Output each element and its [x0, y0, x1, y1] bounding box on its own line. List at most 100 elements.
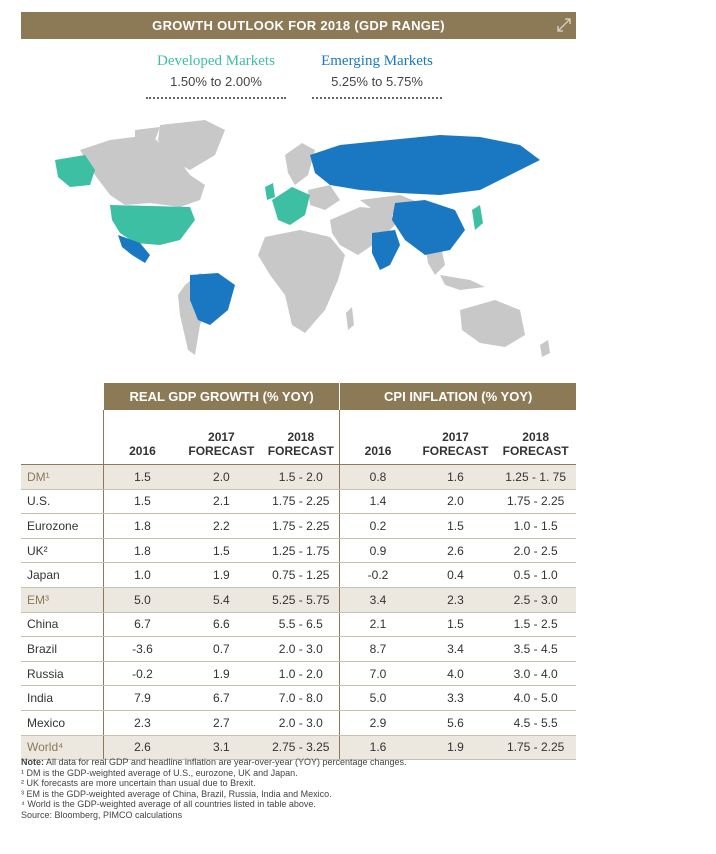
table-cell: 5.5 - 6.5	[262, 612, 341, 638]
table-cell: 5.25 - 5.75	[262, 587, 341, 613]
table-cell: 5.0	[103, 587, 181, 613]
row-label: DM¹	[21, 464, 105, 490]
table-cell: 3.4	[339, 587, 416, 613]
table-cell: 3.1	[180, 735, 263, 761]
table-cell: 1.5	[415, 612, 496, 638]
table-cell: 5.4	[180, 587, 263, 613]
corner-cell	[21, 383, 104, 410]
table-cell: 6.7	[103, 612, 181, 638]
table-cell: 1.75 - 2.25	[262, 489, 341, 515]
table-cell: 2.6	[415, 538, 496, 564]
divider	[312, 95, 442, 99]
legend-developed-range: 1.50% to 2.00%	[170, 74, 262, 89]
emerging-markets	[118, 135, 540, 325]
table-row: India 7.9 6.7 7.0 - 8.0 5.0 3.3 4.0 - 5.0	[21, 685, 576, 711]
table-cell: 2.1	[180, 489, 263, 515]
table-cell: 1.5 - 2.0	[262, 464, 341, 490]
table-cell: 2.1	[339, 612, 416, 638]
table-cell: 6.6	[180, 612, 263, 638]
table-cell: 1.75 - 2.25	[495, 489, 576, 515]
row-label: Russia	[21, 661, 105, 687]
table-cell: 4.0	[415, 661, 496, 687]
table-row: Russia -0.2 1.9 1.0 - 2.0 7.0 4.0 3.0 - 4.0	[21, 661, 576, 687]
table-cell: 0.9	[339, 538, 416, 564]
table-cell: 1.9	[180, 661, 263, 687]
column-header: 2016	[339, 410, 416, 465]
legend-developed: Developed Markets 1.50% to 2.00%	[146, 53, 286, 99]
table-row: DM¹ 1.5 2.0 1.5 - 2.0 0.8 1.6 1.25 - 1. 75	[21, 464, 576, 490]
table-row: China 6.7 6.6 5.5 - 6.5 2.1 1.5 1.5 - 2.5	[21, 612, 576, 638]
row-label: China	[21, 612, 105, 638]
table-cell: 2.9	[339, 710, 416, 736]
table-cell: 8.7	[339, 636, 416, 662]
source-line: Source: Bloomberg, PIMCO calculations	[21, 809, 183, 820]
column-header: 2018 FORECAST	[495, 410, 576, 465]
table-cell: 3.3	[415, 685, 496, 711]
table-row: Brazil -3.6 0.7 2.0 - 3.0 8.7 3.4 3.5 - 4.5	[21, 636, 576, 662]
header-bar: GROWTH OUTLOOK FOR 2018 (GDP RANGE)	[21, 12, 576, 39]
row-label: Japan	[21, 562, 105, 588]
table-cell: -0.2	[339, 562, 416, 588]
table-cell: 3.4	[415, 636, 496, 662]
column-header: 2018 FORECAST	[262, 410, 341, 465]
row-label: India	[21, 685, 105, 711]
table-cell: 0.2	[339, 513, 416, 539]
table-row: EM³ 5.0 5.4 5.25 - 5.75 3.4 2.3 2.5 - 3.0	[21, 587, 576, 613]
table-cell: 1.9	[180, 562, 263, 588]
table-row: Eurozone 1.8 2.2 1.75 - 2.25 0.2 1.5 1.0 - 1.5	[21, 513, 576, 539]
row-label: Brazil	[21, 636, 105, 662]
table-row: U.S. 1.5 2.1 1.75 - 2.25 1.4 2.0 1.75 - 2.25	[21, 489, 576, 515]
table-cell: 2.6	[103, 735, 181, 761]
note-text: All data for real GDP and headline infla…	[44, 757, 407, 767]
table-cell: 1.5	[103, 464, 181, 490]
table-cell: 1.75 - 2.25	[262, 513, 341, 539]
table-cell: 4.5 - 5.5	[495, 710, 576, 736]
table-cell: 1.0 - 2.0	[262, 661, 341, 687]
table-cell: 2.7	[180, 710, 263, 736]
group-header-gdp: REAL GDP GROWTH (% YOY)	[103, 383, 340, 410]
table-cell: 1.5	[180, 538, 263, 564]
row-label: Mexico	[21, 710, 105, 736]
footnote: ² UK forecasts are more uncertain than u…	[21, 778, 256, 788]
table-cell: 2.0	[180, 464, 263, 490]
column-header: 2017 FORECAST	[180, 410, 263, 465]
table-cell: 0.75 - 1.25	[262, 562, 341, 588]
table-cell: 3.0 - 4.0	[495, 661, 576, 687]
group-header-cpi: CPI INFLATION (% YOY)	[339, 383, 576, 410]
divider	[146, 95, 286, 99]
table-cell: 1.8	[103, 513, 181, 539]
table-cell: 2.3	[103, 710, 181, 736]
table-cell: 2.5 - 3.0	[495, 587, 576, 613]
table-row: World⁴ 2.6 3.1 2.75 - 3.25 1.6 1.9 1.75 - 2.25	[21, 735, 576, 761]
data-table: REAL GDP GROWTH (% YOY) CPI INFLATION (%…	[21, 383, 576, 761]
legend-emerging-range: 5.25% to 5.75%	[331, 74, 423, 89]
table-cell: 1.5	[103, 489, 181, 515]
page-title: GROWTH OUTLOOK FOR 2018 (GDP RANGE)	[152, 18, 445, 33]
table-cell: 4.0 - 5.0	[495, 685, 576, 711]
world-map	[55, 120, 550, 357]
table-cell: 1.8	[103, 538, 181, 564]
legend-emerging-name: Emerging Markets	[321, 53, 433, 69]
table-cell: 1.25 - 1.75	[262, 538, 341, 564]
group-header-row: REAL GDP GROWTH (% YOY) CPI INFLATION (%…	[21, 383, 576, 410]
table-cell: 1.6	[415, 464, 496, 490]
table-cell: -0.2	[103, 661, 181, 687]
footnote: ³ EM is the GDP-weighted average of Chin…	[21, 788, 332, 799]
table-row: UK² 1.8 1.5 1.25 - 1.75 0.9 2.6 2.0 - 2.5	[21, 538, 576, 564]
table-cell: 1.4	[339, 489, 416, 515]
table-cell: 1.0 - 1.5	[495, 513, 576, 539]
column-header: 2016	[103, 410, 181, 465]
row-label: Eurozone	[21, 513, 105, 539]
expand-icon[interactable]	[556, 17, 572, 33]
table-cell: 0.4	[415, 562, 496, 588]
table-cell: 1.75 - 2.25	[495, 735, 576, 761]
footnote: ¹ DM is the GDP-weighted average of U.S.…	[21, 767, 298, 778]
table-cell: 2.0	[415, 489, 496, 515]
table-cell: 1.0	[103, 562, 181, 588]
table-cell: 2.0 - 2.5	[495, 538, 576, 564]
table-cell: 1.5 - 2.5	[495, 612, 576, 638]
footnote: ⁴ World is the GDP-weighted average of a…	[21, 799, 316, 809]
table-cell: 0.5 - 1.0	[495, 562, 576, 588]
table-cell: -3.6	[103, 636, 181, 662]
row-label: UK²	[21, 538, 105, 564]
